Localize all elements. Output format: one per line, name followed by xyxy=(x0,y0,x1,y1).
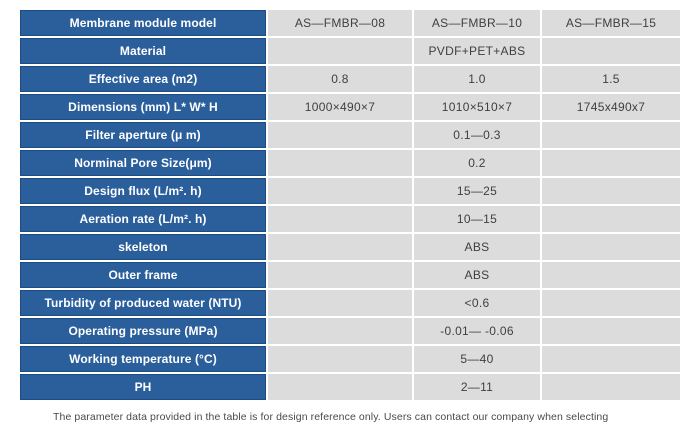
row-value xyxy=(542,178,680,204)
row-value xyxy=(542,38,680,64)
row-label: Design flux (L/m². h) xyxy=(20,178,266,204)
row-value: 1.0 xyxy=(414,66,540,92)
row-label: Filter aperture (μ m) xyxy=(20,122,266,148)
row-value xyxy=(268,150,412,176)
row-value xyxy=(542,150,680,176)
row-value xyxy=(542,374,680,400)
row-value: -0.01— -0.06 xyxy=(414,318,540,344)
row-value xyxy=(542,122,680,148)
row-label: skeleton xyxy=(20,234,266,260)
row-value: ABS xyxy=(414,234,540,260)
row-value: 15—25 xyxy=(414,178,540,204)
row-value: 2—11 xyxy=(414,374,540,400)
row-label: Aeration rate (L/m². h) xyxy=(20,206,266,232)
row-label: PH xyxy=(20,374,266,400)
row-label: Outer frame xyxy=(20,262,266,288)
row-label: Turbidity of produced water (NTU) xyxy=(20,290,266,316)
row-value xyxy=(542,290,680,316)
row-value: 0.1—0.3 xyxy=(414,122,540,148)
row-label: Dimensions (mm) L* W* H xyxy=(20,94,266,120)
row-value: AS—FMBR—10 xyxy=(414,10,540,36)
row-value xyxy=(268,346,412,372)
footer-note: The parameter data provided in the table… xyxy=(53,411,609,423)
row-value: 5—40 xyxy=(414,346,540,372)
row-value xyxy=(268,234,412,260)
row-label: Operating pressure (MPa) xyxy=(20,318,266,344)
row-value: 0.8 xyxy=(268,66,412,92)
row-value: 0.2 xyxy=(414,150,540,176)
row-value: 1.5 xyxy=(542,66,680,92)
row-label: Effective area (m2) xyxy=(20,66,266,92)
row-value: AS—FMBR—08 xyxy=(268,10,412,36)
row-value xyxy=(542,318,680,344)
row-value xyxy=(268,122,412,148)
row-value xyxy=(268,262,412,288)
row-value: PVDF+PET+ABS xyxy=(414,38,540,64)
row-value: ABS xyxy=(414,262,540,288)
row-value: 10—15 xyxy=(414,206,540,232)
membrane-spec-table: Membrane module model AS—FMBR—08 AS—FMBR—1… xyxy=(20,10,680,400)
row-value xyxy=(542,206,680,232)
row-value xyxy=(268,374,412,400)
row-value xyxy=(268,318,412,344)
row-value xyxy=(542,346,680,372)
row-value: 1745x490x7 xyxy=(542,94,680,120)
row-value: 1000×490×7 xyxy=(268,94,412,120)
row-label: Material xyxy=(20,38,266,64)
row-value xyxy=(542,234,680,260)
row-value: <0.6 xyxy=(414,290,540,316)
row-value xyxy=(268,206,412,232)
row-value xyxy=(268,178,412,204)
row-value xyxy=(268,290,412,316)
row-value xyxy=(542,262,680,288)
row-label: Working temperature (°C) xyxy=(20,346,266,372)
row-value xyxy=(268,38,412,64)
row-label: Norminal Pore Size(μm) xyxy=(20,150,266,176)
row-value: AS—FMBR—15 xyxy=(542,10,680,36)
row-value: 1010×510×7 xyxy=(414,94,540,120)
row-label: Membrane module model xyxy=(20,10,266,36)
